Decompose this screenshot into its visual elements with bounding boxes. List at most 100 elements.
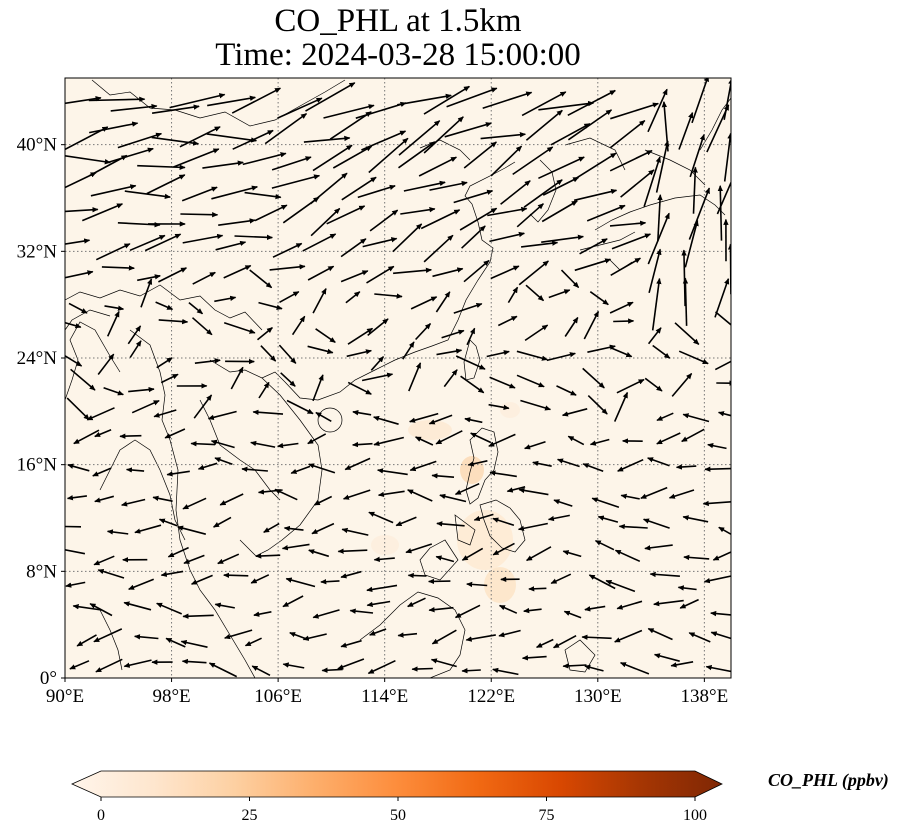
colorbar-body: [71, 770, 723, 798]
wind-vector: [214, 457, 233, 465]
wind-vector: [286, 399, 314, 415]
wind-vector: [620, 493, 640, 500]
wind-vector: [369, 628, 387, 636]
wind-vector: [524, 324, 549, 342]
x-axis: 90°E 98°E 106°E 114°E 122°E 130°E 138°E: [46, 678, 728, 707]
colorbar-tick-label: 50: [390, 807, 406, 824]
wind-vector: [352, 410, 372, 416]
wind-vector: [644, 544, 673, 551]
wind-vector: [414, 436, 434, 446]
wind-vector: [563, 610, 582, 619]
wind-vector: [573, 188, 618, 202]
map-axes: [64, 77, 732, 679]
wind-vector: [92, 467, 112, 477]
wind-vector: [579, 238, 608, 255]
wind-vector: [402, 341, 415, 360]
wind-vector: [180, 211, 219, 218]
wind-vector: [443, 369, 458, 388]
wind-vector: [521, 655, 547, 661]
wind-vector: [207, 95, 256, 107]
wind-vector: [528, 586, 547, 592]
wind-vector: [106, 529, 129, 535]
wind-vector: [213, 516, 232, 528]
wind-vector: [492, 667, 519, 676]
wind-vector: [589, 291, 609, 306]
wind-vector: [562, 663, 587, 669]
wind-vector: [131, 399, 160, 414]
wind-vector: [677, 585, 697, 591]
wind-vector: [397, 93, 452, 106]
wind-vector: [407, 572, 427, 579]
wind-vector: [321, 667, 343, 673]
wind-vector: [409, 460, 437, 472]
wind-vector: [418, 156, 458, 177]
wind-vector: [567, 89, 616, 117]
wind-vector: [128, 386, 155, 393]
wind-vector: [683, 554, 710, 561]
wind-vector: [649, 571, 680, 578]
wind-vector: [498, 629, 521, 638]
wind-vector: [377, 468, 408, 476]
wind-vector: [65, 549, 86, 555]
wind-vector: [512, 146, 554, 176]
wind-vector: [277, 442, 299, 449]
y-tick-label: 8°N: [26, 561, 57, 582]
wind-vector: [219, 493, 244, 506]
wind-vector: [562, 550, 582, 558]
wind-vector: [361, 130, 407, 151]
wind-vector: [581, 634, 612, 640]
wind-vector: [151, 136, 200, 146]
wind-vector: [605, 579, 636, 593]
wind-vector: [368, 137, 409, 174]
wind-vector: [140, 278, 153, 308]
wind-vector: [165, 637, 186, 648]
wind-vector: [264, 112, 308, 145]
wind-vector: [488, 403, 510, 411]
wind-vector: [153, 409, 177, 418]
wind-vector: [535, 638, 554, 649]
wind-vector: [167, 546, 189, 558]
wind-vector: [410, 296, 438, 310]
wind-vector: [446, 87, 498, 108]
wind-vector: [613, 391, 629, 422]
wind-vector: [710, 631, 731, 640]
wind-vector: [497, 315, 518, 327]
wind-vector: [94, 428, 112, 438]
colorbar-tick-label: 0: [97, 807, 105, 824]
wind-vector: [435, 430, 463, 445]
wind-vector: [429, 180, 468, 191]
wind-vector: [326, 205, 366, 225]
wind-vector: [582, 463, 604, 473]
wind-vector: [129, 234, 166, 252]
wind-vector: [202, 160, 244, 169]
wind-vector: [271, 156, 312, 171]
wind-vector: [619, 662, 650, 675]
wind-vector: [702, 500, 731, 507]
wind-vector: [230, 366, 244, 390]
wind-vector: [423, 116, 464, 154]
wind-vector: [518, 487, 549, 496]
wind-vector: [291, 315, 306, 336]
wind-vector: [155, 301, 174, 311]
wind-vector: [507, 286, 519, 304]
wind-vector: [180, 639, 208, 648]
wind-vector: [320, 578, 340, 585]
wind-vector: [492, 542, 515, 556]
wind-vector: [586, 204, 626, 222]
wind-vector: [81, 203, 124, 222]
wind-vector: [678, 111, 694, 150]
wind-vector: [303, 135, 351, 143]
wind-vector: [560, 269, 580, 289]
wind-vector: [653, 599, 684, 607]
wind-vector: [307, 433, 327, 445]
wind-vector: [705, 665, 731, 673]
wind-vector: [181, 186, 218, 202]
wind-vector: [420, 209, 461, 230]
wind-vector: [214, 295, 237, 303]
wind-vector: [125, 467, 145, 473]
wind-vector: [183, 554, 205, 565]
wind-vector: [538, 100, 595, 111]
wind-vector: [584, 605, 606, 612]
wind-vector: [640, 486, 668, 500]
